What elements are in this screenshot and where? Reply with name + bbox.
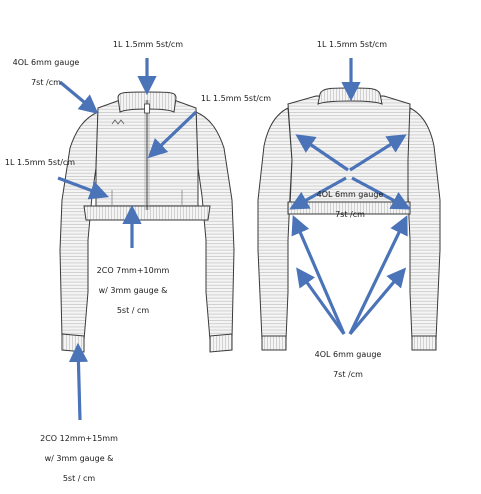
arrow-back-lower-2 xyxy=(296,267,346,335)
front-collar-label: 1L 1.5mm 5st/cm xyxy=(112,40,184,49)
front-hem-band xyxy=(83,205,211,221)
front-hem-label-line1: 2CO 7mm+10mm xyxy=(96,266,170,275)
back-right-sleeve xyxy=(405,107,441,341)
front-right-sleeve xyxy=(195,111,235,341)
annotation-arrows xyxy=(57,58,411,421)
front-hem-label: 2CO 7mm+10mm w/ 3mm gauge & 5st / cm xyxy=(88,256,178,326)
arrow-front-left xyxy=(57,176,109,200)
front-left-label: 1L 1.5mm 5st/cm xyxy=(4,158,76,167)
back-sleeve-label-line1: 4OL 6mm gauge xyxy=(314,350,382,359)
garment-spec-sketch xyxy=(57,58,441,421)
back-hem-band xyxy=(287,201,411,215)
back-sleeve-label: 4OL 6mm gauge 7st /cm xyxy=(308,340,388,390)
front-hem-label-line2: w/ 3mm gauge & xyxy=(98,286,168,295)
back-body-label-line2: 7st /cm xyxy=(335,210,365,219)
arrow-back-lower-1 xyxy=(291,215,346,335)
front-zip-label: 1L 1.5mm 5st/cm xyxy=(200,94,272,103)
front-body-label: 4OL 6mm gauge 7st /cm xyxy=(6,48,86,98)
cuff-label: 2CO 12mm+15mm w/ 3mm gauge & 5st / cm xyxy=(34,424,124,494)
front-left-cuff xyxy=(61,333,85,353)
arrow-back-body-left xyxy=(295,134,349,172)
back-collar-label: 1L 1.5mm 5st/cm xyxy=(316,40,388,49)
arrow-back-lower-3 xyxy=(348,267,407,336)
front-left-sleeve xyxy=(59,111,99,341)
arrow-back-lower-4 xyxy=(348,215,408,335)
front-body-label-line2: 7st /cm xyxy=(31,78,61,87)
back-left-cuff xyxy=(261,335,287,351)
arrow-back-hem-left xyxy=(289,176,347,210)
zipper-pull xyxy=(144,103,150,114)
arrow-front-body xyxy=(58,80,99,115)
arrow-front-zip xyxy=(147,110,198,159)
chest-logo xyxy=(111,119,125,125)
back-right-cuff xyxy=(411,335,437,351)
arrow-cuff xyxy=(68,342,89,421)
cuff-label-line1: 2CO 12mm+15mm xyxy=(40,434,118,443)
back-body-label: 4OL 6mm gauge 7st /cm xyxy=(310,180,390,230)
front-right-cuff xyxy=(209,333,233,353)
arrow-back-hem-right xyxy=(351,176,411,210)
cuff-label-line3: 5st / cm xyxy=(62,474,96,483)
back-sleeve-label-line2: 7st /cm xyxy=(333,370,363,379)
back-body-label-line1: 4OL 6mm gauge xyxy=(316,190,384,199)
cuff-label-line2: w/ 3mm gauge & xyxy=(44,454,114,463)
back-jacket xyxy=(257,87,441,351)
front-hem-label-line3: 5st / cm xyxy=(116,306,150,315)
back-left-sleeve xyxy=(257,107,293,341)
front-body-label-line1: 4OL 6mm gauge xyxy=(12,58,80,67)
arrow-back-body-right xyxy=(349,134,407,172)
